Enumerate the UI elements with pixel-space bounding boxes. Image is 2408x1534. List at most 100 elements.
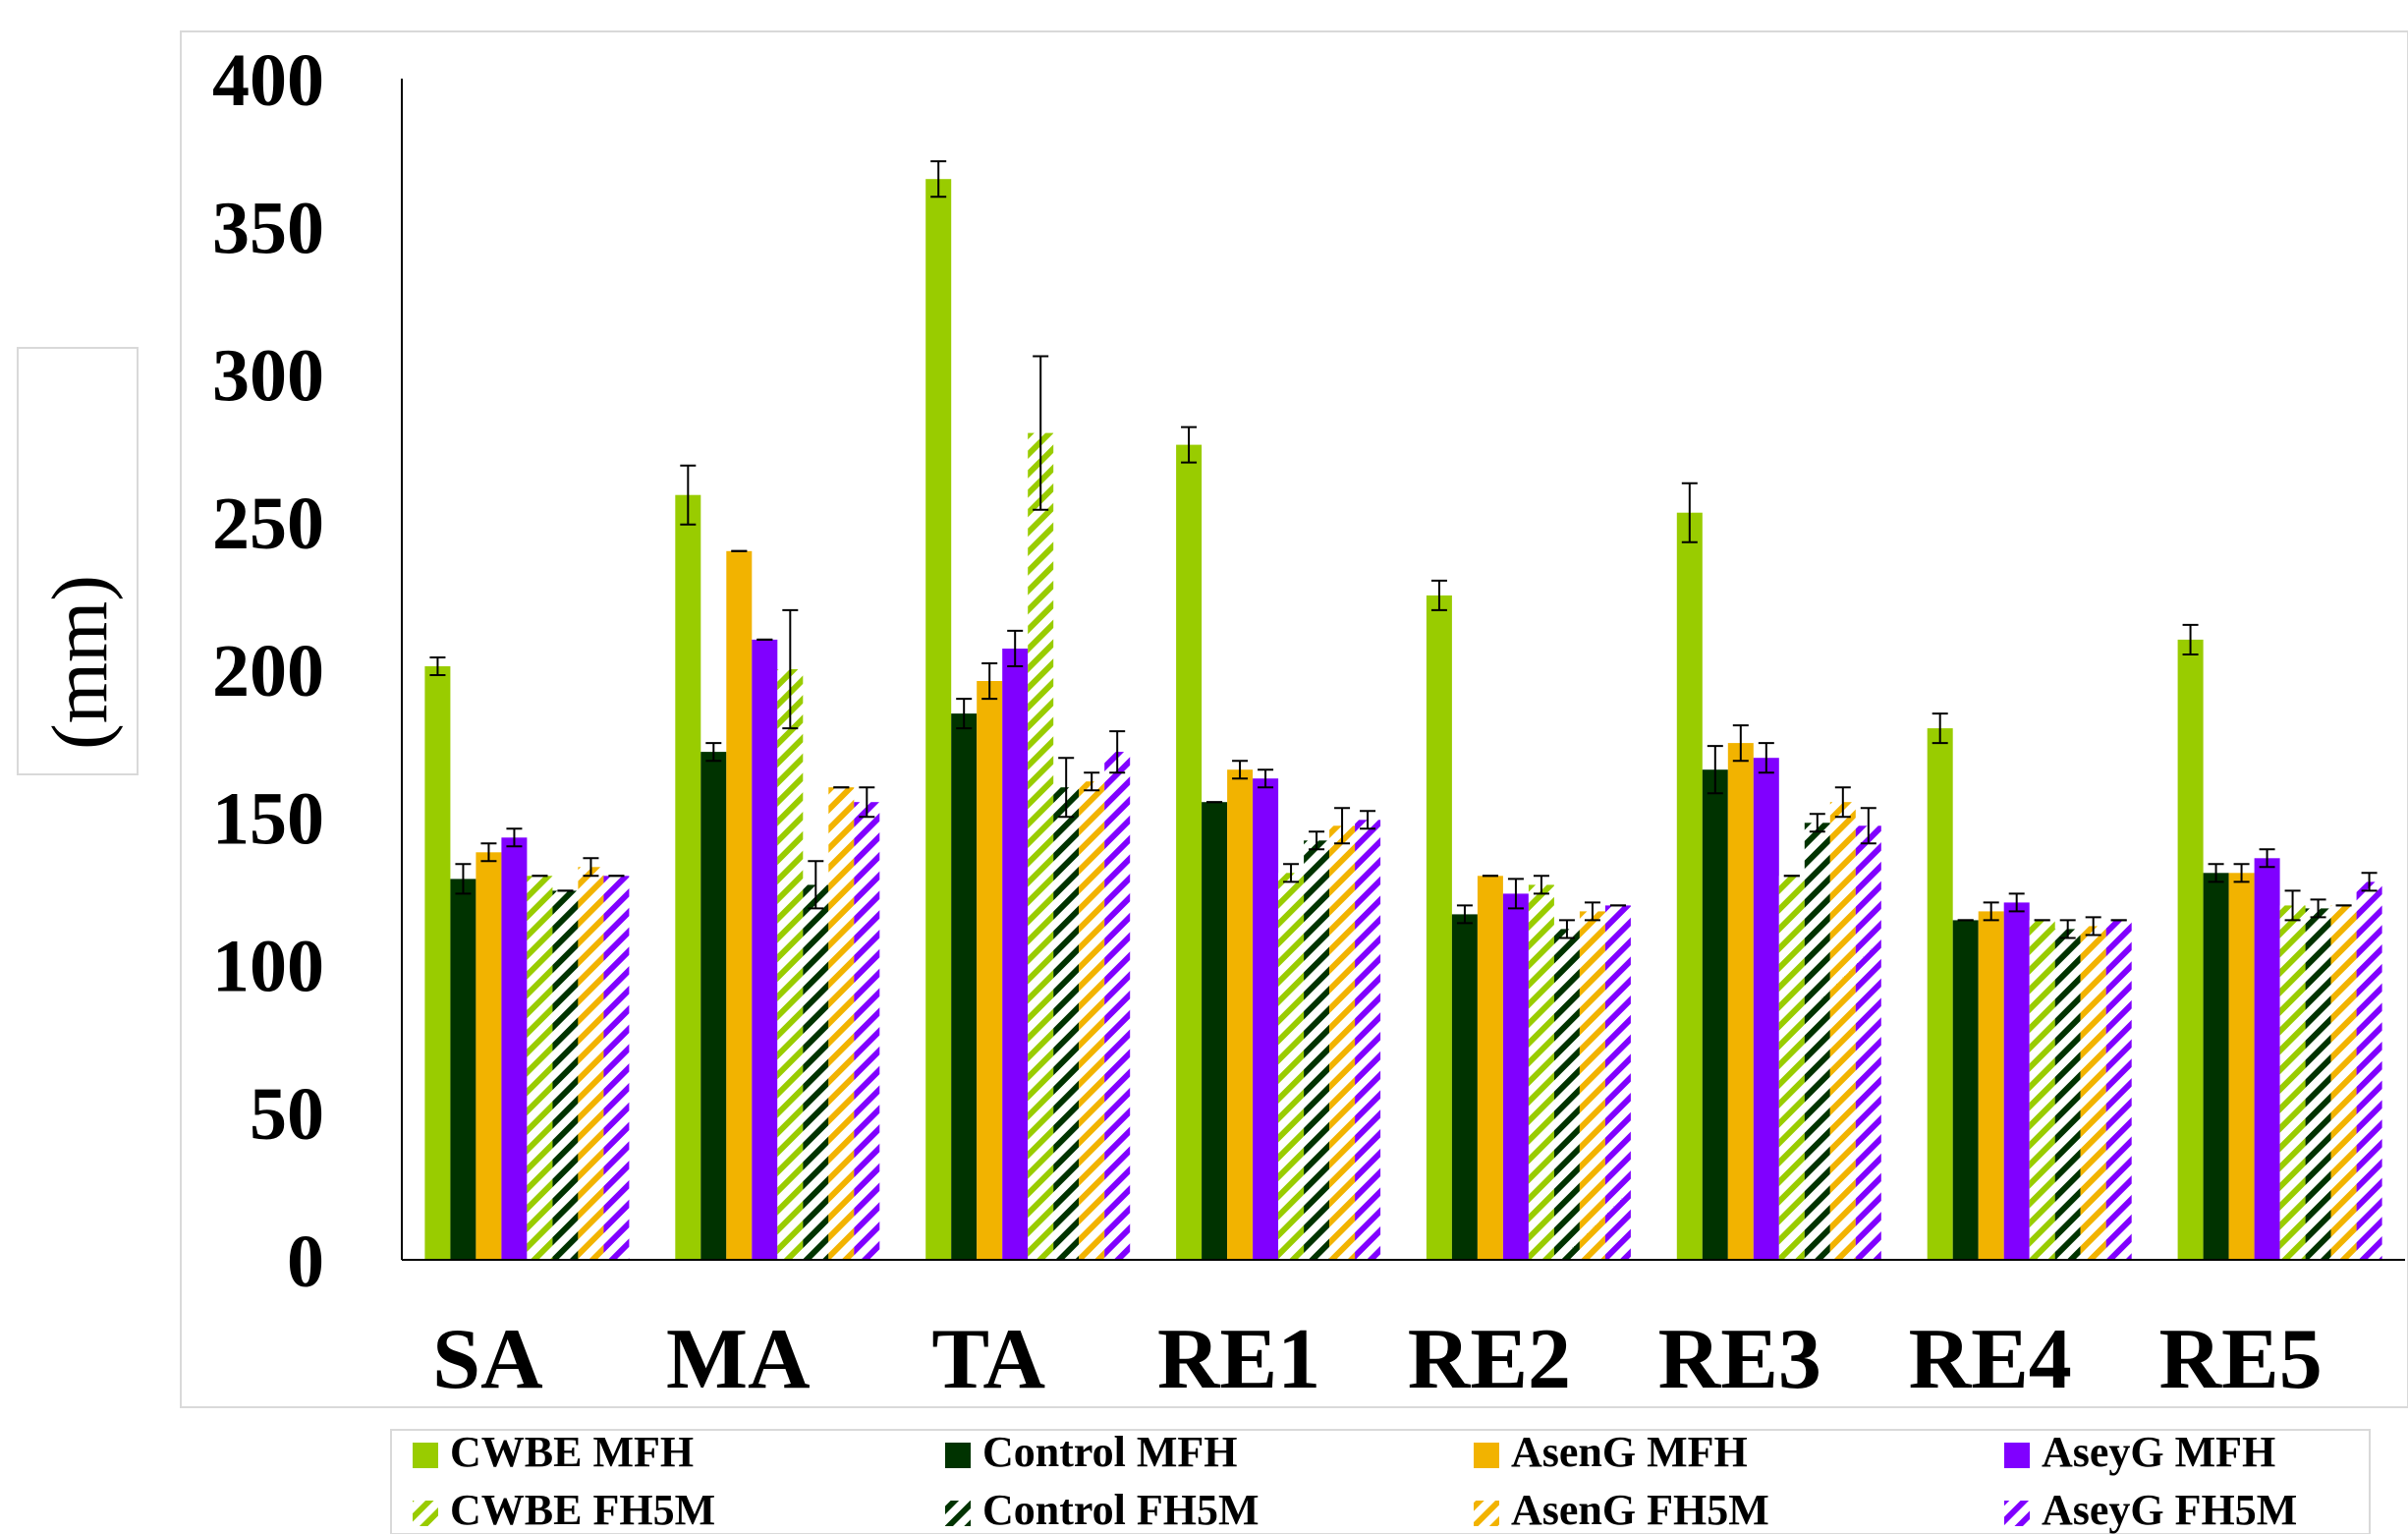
error-bar-re4-aseng-mfh [1983, 901, 1999, 922]
error-bar-re1-aseyg-mfh [1258, 768, 1274, 789]
error-bar-ta-cwbe-mfh [930, 160, 947, 199]
axes-layer [401, 79, 2405, 1261]
error-bar-re2-aseng-fh5m [1584, 901, 1600, 922]
bar-re2-control-fh5m [1553, 929, 1580, 1260]
bar-sa-cwbe-fh5m [527, 876, 553, 1260]
legend-item-control-fh5m: Control FH5M [945, 1486, 1260, 1534]
legend-label: AsenG FH5M [1511, 1486, 1769, 1534]
bar-re1-cwbe-fh5m [1278, 873, 1305, 1260]
legend-label: CWBE MFH [450, 1428, 694, 1476]
y-tick-label-150: 150 [212, 777, 324, 860]
bar-re1-aseng-fh5m [1329, 825, 1356, 1260]
bar-re3-cwbe-fh5m [1778, 876, 1805, 1260]
error-bar-re3-aseyg-mfh [1758, 742, 1774, 774]
category-label-ta: TA [931, 1312, 1045, 1407]
bar-ta-aseyg-mfh [1002, 649, 1029, 1260]
y-tick-label-400: 400 [212, 39, 324, 122]
legend-label: AseyG MFH [2042, 1428, 2275, 1476]
y-tick-label-200: 200 [212, 630, 324, 712]
error-bar-sa-cwbe-mfh [429, 656, 446, 676]
category-label-re4: RE4 [1909, 1312, 2072, 1407]
category-label-re1: RE1 [1157, 1312, 1320, 1407]
y-axis-label: (mm) [37, 575, 124, 750]
y-tick-labels: 0 50 100 150 200 250 300 350 400 [212, 39, 324, 1303]
error-bar-sa-aseyg-mfh [506, 827, 523, 848]
legend-item-aseng-mfh: AsenG MFH [1474, 1428, 1748, 1476]
error-bar-re2-control-mfh [1456, 904, 1473, 925]
legend-item-aseyg-fh5m: AseyG FH5M [2004, 1486, 2297, 1534]
error-bar-re1-aseyg-fh5m [1360, 810, 1376, 830]
error-bar-ta-control-fh5m [1058, 757, 1075, 819]
error-bar-ta-cwbe-fh5m [1033, 355, 1049, 511]
bar-re5-aseng-mfh [2228, 873, 2255, 1260]
legend-label: AsenG MFH [1511, 1428, 1748, 1476]
error-bar-ta-aseng-mfh [981, 662, 998, 701]
bar-re3-control-fh5m [1804, 823, 1830, 1260]
error-bar-sa-aseng-fh5m [583, 857, 599, 878]
error-bar-sa-control-mfh [455, 863, 472, 895]
error-bar-re3-aseyg-fh5m [1860, 807, 1876, 845]
bar-ma-control-mfh [700, 752, 727, 1260]
bar-re5-control-mfh [2203, 873, 2229, 1260]
legend-swatch [413, 1443, 438, 1468]
error-bar-re3-aseng-fh5m [1834, 786, 1851, 819]
legend-item-aseyg-mfh: AseyG MFH [2004, 1428, 2275, 1476]
bar-ma-cwbe-fh5m [777, 669, 804, 1260]
bar-ma-control-fh5m [803, 884, 829, 1260]
legend-swatch [2004, 1501, 2030, 1526]
bar-ta-aseng-fh5m [1079, 781, 1105, 1260]
error-bars-layer [429, 160, 2378, 939]
error-bar-re2-control-fh5m [1558, 919, 1575, 939]
legend-swatch [945, 1501, 971, 1526]
error-bar-re5-control-mfh [2208, 863, 2224, 883]
bars-layer [424, 179, 2382, 1261]
bar-ta-aseng-mfh [977, 681, 1003, 1260]
legend-label: Control MFH [982, 1428, 1238, 1476]
bar-sa-aseyg-mfh [501, 837, 528, 1260]
legend-swatch [2004, 1443, 2030, 1468]
bar-re4-cwbe-mfh [1927, 728, 1953, 1260]
legend-item-cwbe-fh5m: CWBE FH5M [413, 1486, 715, 1534]
error-bar-ta-aseng-fh5m [1084, 771, 1100, 792]
error-bar-re1-aseng-fh5m [1334, 807, 1351, 845]
error-bar-re1-cwbe-fh5m [1283, 863, 1300, 883]
bar-ma-aseyg-fh5m [854, 802, 880, 1260]
category-label-re3: RE3 [1658, 1312, 1821, 1407]
bar-re3-aseyg-mfh [1753, 758, 1779, 1260]
bar-re3-aseng-fh5m [1829, 802, 1856, 1260]
legend-box [390, 1429, 2371, 1534]
bar-sa-aseyg-fh5m [603, 876, 630, 1260]
error-bar-re5-cwbe-mfh [2182, 623, 2199, 655]
category-label-sa: SA [432, 1312, 543, 1407]
error-bar-re4-aseyg-mfh [2008, 892, 2025, 913]
error-bar-re1-control-fh5m [1309, 830, 1325, 851]
bar-re5-aseyg-fh5m [2356, 881, 2382, 1260]
bar-re2-control-mfh [1451, 914, 1478, 1260]
y-tick-label-300: 300 [212, 335, 324, 418]
bar-ta-aseyg-fh5m [1104, 752, 1131, 1260]
bar-re2-cwbe-fh5m [1528, 884, 1554, 1260]
category-label-ma: MA [666, 1312, 811, 1407]
bar-ta-control-fh5m [1053, 787, 1080, 1260]
bar-ma-aseng-fh5m [828, 787, 855, 1260]
legend-swatch [1474, 1443, 1499, 1468]
error-bar-re3-aseng-mfh [1732, 724, 1749, 763]
bar-re5-aseyg-mfh [2254, 858, 2280, 1260]
legend-item-aseng-fh5m: AsenG FH5M [1474, 1486, 1769, 1534]
error-bar-re3-control-mfh [1707, 745, 1723, 795]
bar-re2-aseng-mfh [1477, 876, 1503, 1260]
error-bar-ta-control-mfh [956, 698, 973, 730]
error-bar-re5-aseyg-fh5m [2361, 872, 2378, 892]
error-bar-re1-cwbe-mfh [1181, 426, 1198, 464]
error-bar-ta-aseyg-mfh [1007, 629, 1024, 667]
bar-re2-aseyg-mfh [1502, 893, 1529, 1260]
error-bar-re5-aseng-mfh [2233, 863, 2250, 883]
bar-re3-aseng-mfh [1727, 743, 1754, 1260]
bar-ma-cwbe-mfh [675, 494, 701, 1260]
bar-re2-aseyg-fh5m [1604, 905, 1631, 1260]
bar-re4-aseng-mfh [1978, 911, 2004, 1260]
plot-frame [180, 30, 2408, 1408]
error-bar-re5-control-fh5m [2310, 898, 2326, 919]
error-bar-re3-control-fh5m [1809, 813, 1825, 833]
